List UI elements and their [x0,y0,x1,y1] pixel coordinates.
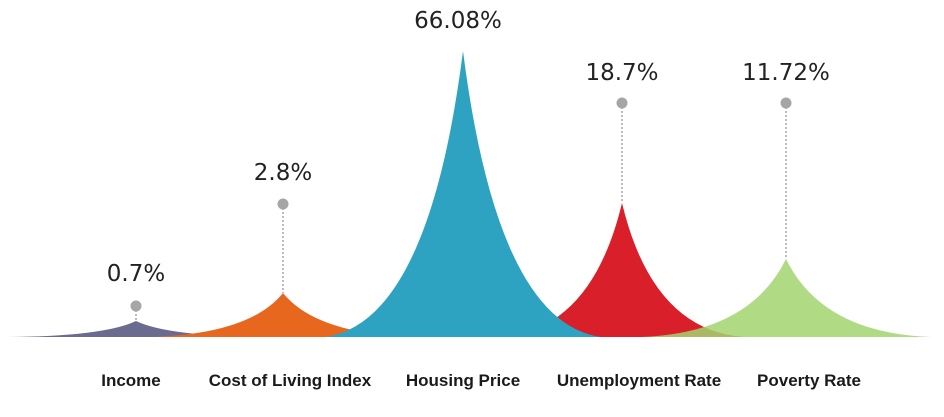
category-label: Poverty Rate [757,371,861,390]
category-label: Cost of Living Index [209,371,372,390]
pointer-dot [130,300,142,312]
peak-income [8,321,264,337]
pointer-dot [780,97,792,109]
value-label: 66.08% [414,8,502,34]
category-label: Income [101,371,161,390]
value-label: 11.72% [742,60,830,86]
value-label: 2.8% [254,160,312,186]
peak-poverty-rate [641,259,931,337]
peak-housing-price [325,51,601,337]
category-label: Housing Price [406,371,520,390]
pointer-dot [277,198,289,210]
value-label: 0.7% [107,261,165,287]
category-label: Unemployment Rate [557,371,721,390]
value-label: 18.7% [585,60,658,86]
peak-unemployment-rate [500,203,744,337]
peak-cost-of-living-index [148,293,418,337]
pointer-dot [616,97,628,109]
